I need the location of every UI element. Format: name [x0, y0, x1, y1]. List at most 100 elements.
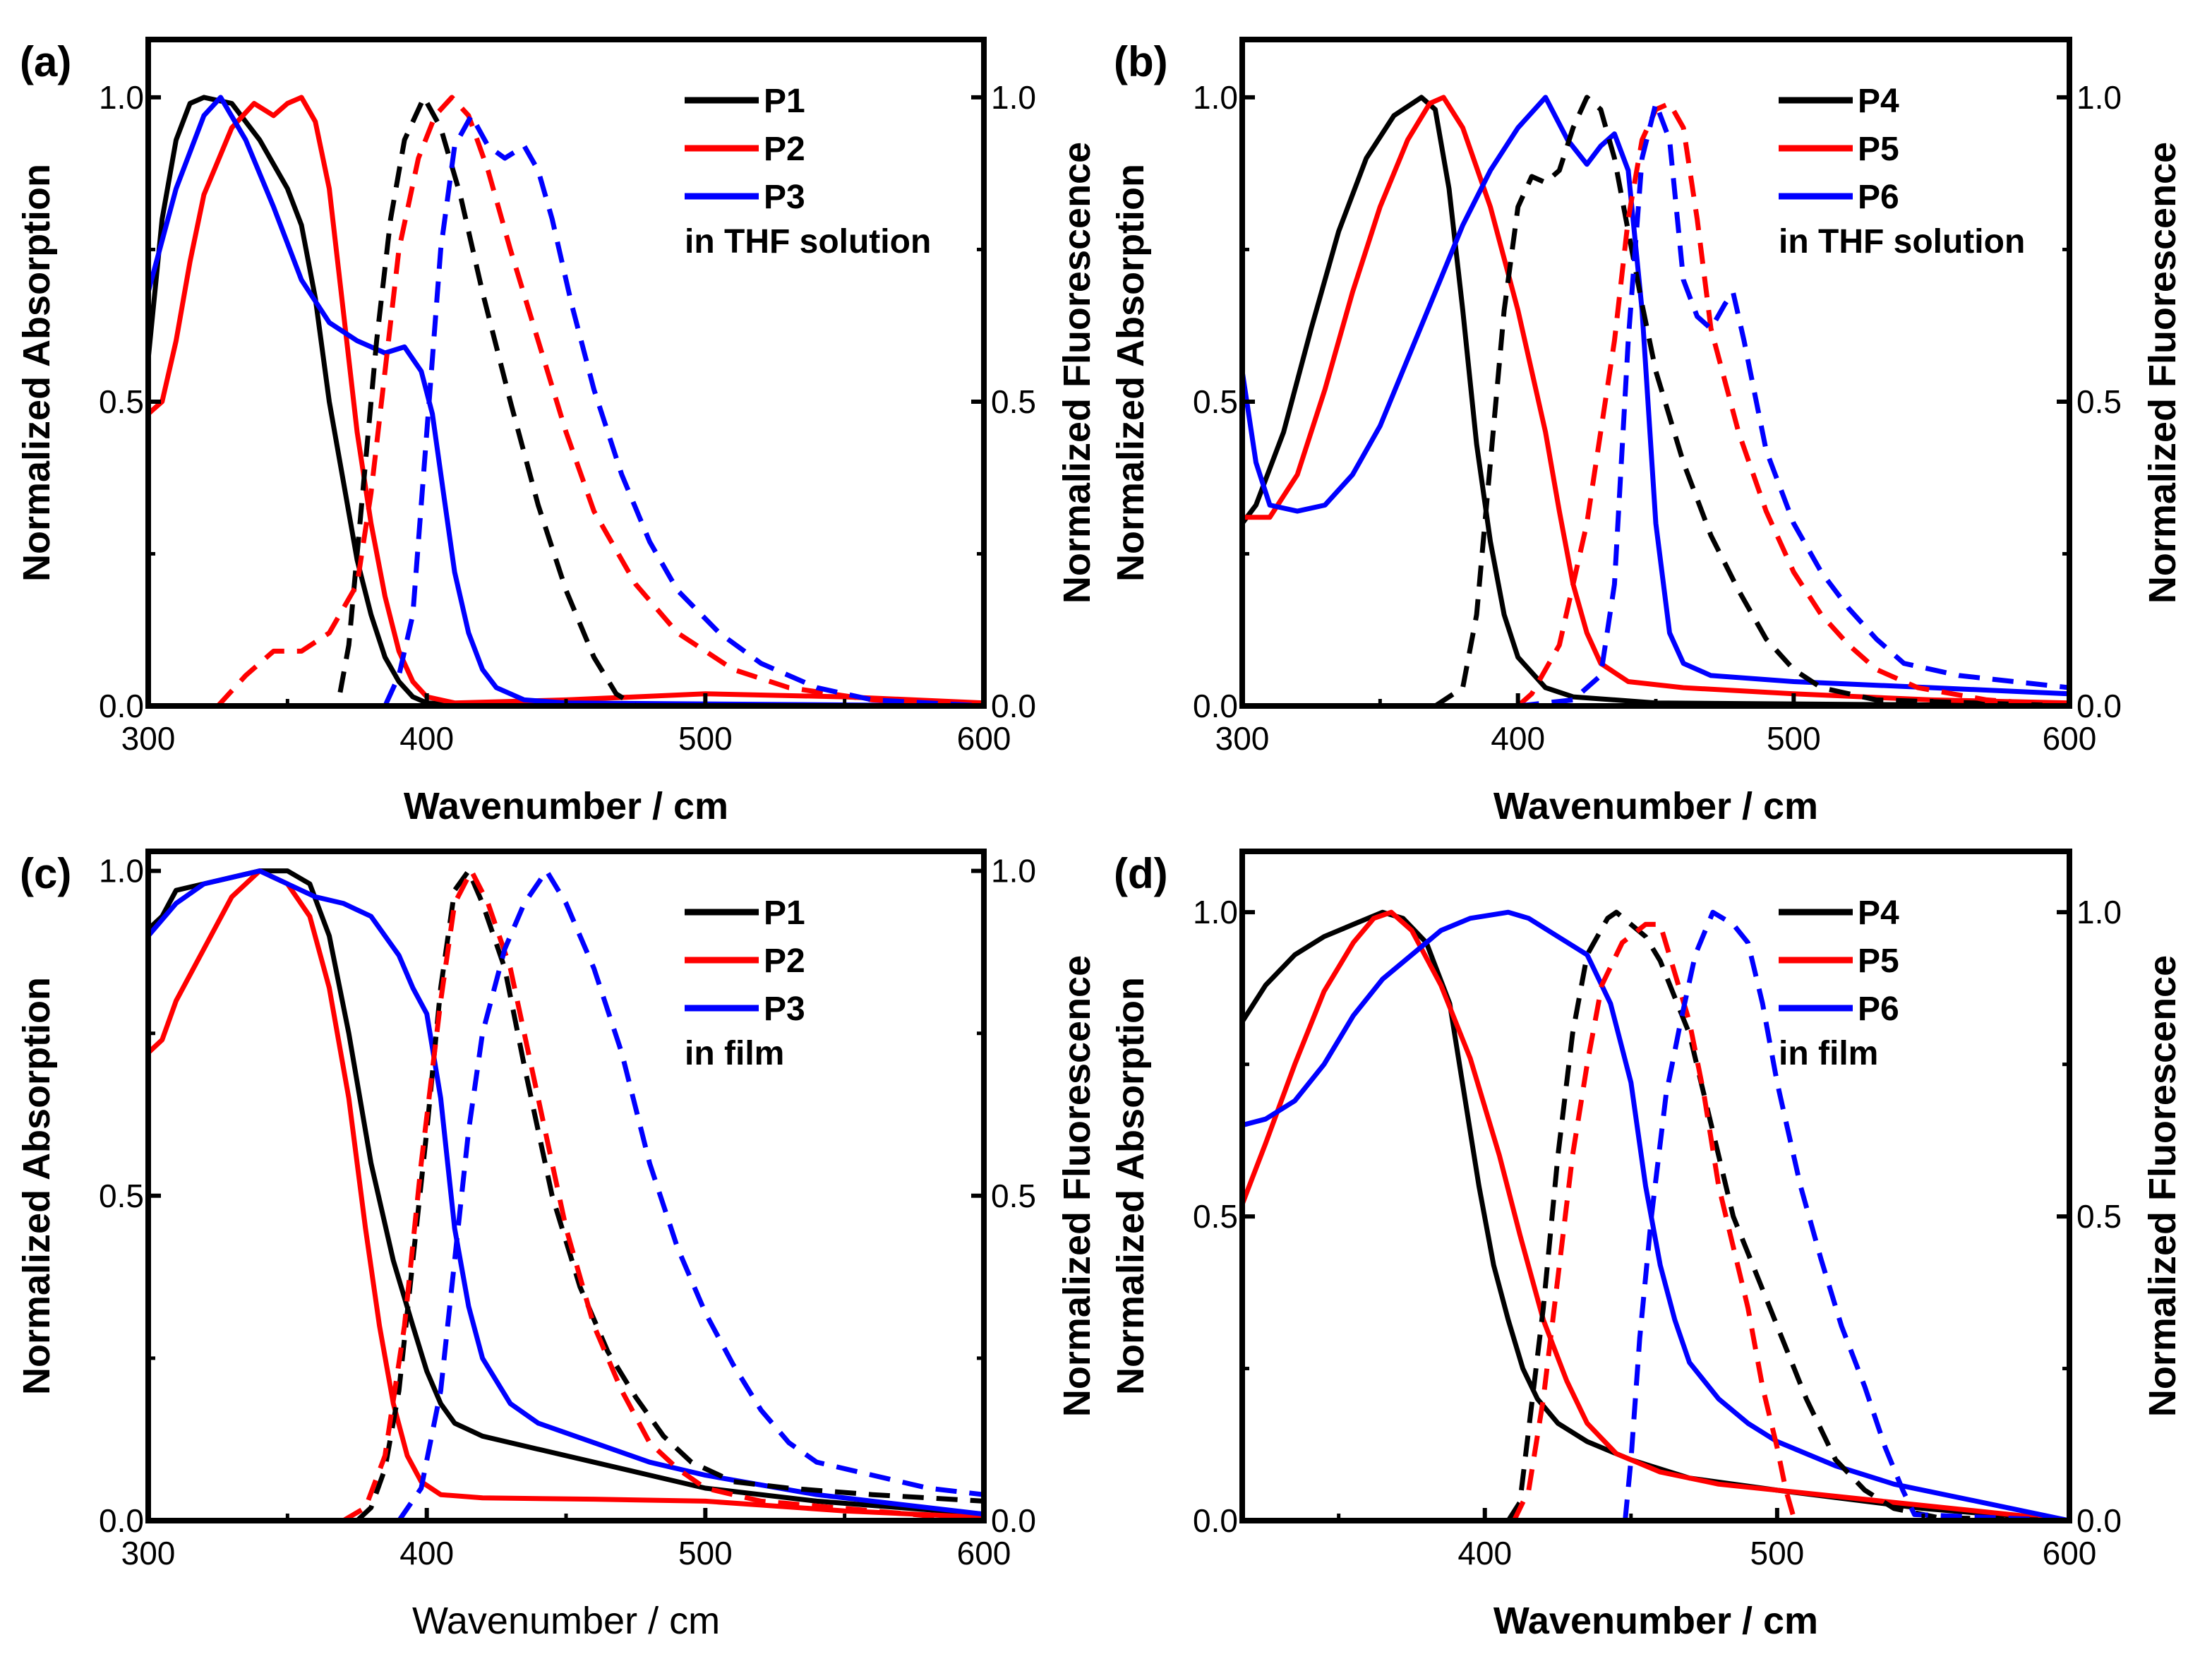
series-p3-fluorescence: [397, 868, 985, 1522]
y-tick-label: 0.0: [1193, 1502, 1238, 1539]
x-tick-label: 400: [399, 1535, 454, 1571]
medium-note: in THF solution: [1779, 223, 2025, 260]
y-axis-label: Normalized Absorption: [16, 164, 58, 582]
x-tick-label: 300: [121, 720, 176, 757]
series-p6-fluorescence: [1623, 909, 2070, 1523]
medium-note: in film: [1779, 1035, 1878, 1072]
plot-frame: [1239, 849, 2072, 1523]
series-p4-fluorescence: [1433, 95, 2070, 709]
y2-axis-label: Normalized Fluorescence: [2141, 955, 2184, 1417]
y2-tick-label: 1.0: [2076, 79, 2122, 116]
y2-tick-label: 0.0: [991, 1502, 1036, 1539]
y-tick-label: 0.0: [1193, 688, 1238, 724]
y2-tick-label: 0.0: [991, 688, 1036, 724]
legend-label-p5: P5: [1858, 942, 1899, 980]
y-axis-label: Normalized Absorption: [16, 977, 58, 1395]
y-tick-label: 1.0: [1193, 79, 1238, 116]
series-p5-fluorescence: [1516, 101, 2070, 709]
medium-note: in THF solution: [685, 223, 931, 260]
x-tick-label: 400: [1457, 1535, 1512, 1571]
y-tick-label: 0.5: [99, 383, 144, 420]
x-tick-label: 500: [1767, 720, 1821, 757]
y2-tick-label: 0.5: [2076, 383, 2122, 420]
y-tick-label: 1.0: [99, 853, 144, 890]
y2-tick-label: 0.5: [991, 383, 1036, 420]
y2-tick-label: 0.5: [2076, 1198, 2122, 1235]
series-p4-absorption: [1240, 95, 2070, 709]
series-p6-absorption: [1242, 909, 2070, 1523]
legend-label-p5: P5: [1858, 131, 1899, 168]
y-tick-label: 0.5: [99, 1178, 144, 1214]
y2-axis-label: Normalized Fluorescence: [2141, 142, 2184, 604]
x-tick-label: 600: [2043, 720, 2097, 757]
y2-tick-label: 0.0: [2076, 688, 2122, 724]
series-p5-absorption: [1242, 95, 2070, 706]
series-p3-absorption: [145, 95, 985, 709]
y2-axis-label: Normalized Fluorescence: [1056, 142, 1098, 604]
legend-label-p6: P6: [1858, 990, 1899, 1028]
series-p2-absorption: [146, 868, 985, 1520]
legend-label-p4: P4: [1858, 83, 1899, 120]
legend-label-p1: P1: [764, 83, 805, 120]
y-tick-label: 1.0: [1193, 894, 1238, 930]
x-axis-label: Wavenumber / cm: [1493, 785, 1818, 827]
series-p2-absorption: [146, 95, 985, 706]
series-p6-absorption: [1239, 95, 2070, 697]
series-p2-fluorescence: [342, 868, 985, 1523]
legend-label-p4: P4: [1858, 894, 1899, 932]
y2-tick-label: 0.5: [991, 1178, 1036, 1214]
y2-tick-label: 0.0: [2076, 1502, 2122, 1539]
plot-frame: [145, 849, 987, 1523]
medium-note: in film: [685, 1035, 784, 1072]
series-p5-fluorescence: [1511, 921, 2069, 1523]
panel-label: (b): [1114, 38, 1168, 85]
x-axis-label: Wavenumber / cm: [1493, 1600, 1818, 1642]
series-p4-absorption: [1240, 909, 2070, 1523]
y-tick-label: 0.0: [99, 1502, 144, 1539]
legend-label-p2: P2: [764, 131, 805, 168]
x-tick-label: 500: [678, 720, 733, 757]
y2-tick-label: 1.0: [991, 79, 1036, 116]
panel-label: (d): [1114, 850, 1168, 897]
y-axis-label: Normalized Absorption: [1110, 164, 1152, 582]
y2-axis-label: Normalized Fluorescence: [1056, 955, 1098, 1417]
y-tick-label: 0.0: [99, 688, 144, 724]
legend-label-p3: P3: [764, 179, 805, 216]
series-p6-fluorescence: [1517, 101, 2070, 709]
legend-label-p1: P1: [764, 894, 805, 932]
x-tick-label: 400: [399, 720, 454, 757]
y2-tick-label: 1.0: [2076, 894, 2122, 930]
series-p2-fluorescence: [216, 95, 985, 709]
series-p5-absorption: [1239, 909, 2070, 1523]
y-axis-label: Normalized Absorption: [1110, 977, 1152, 1395]
y-tick-label: 1.0: [99, 79, 144, 116]
x-tick-label: 300: [1215, 720, 1270, 757]
x-tick-label: 600: [957, 1535, 1011, 1571]
x-tick-label: 600: [957, 720, 1011, 757]
x-axis-label: Wavenumber / cm: [412, 1600, 720, 1642]
legend-label-p3: P3: [764, 990, 805, 1028]
y2-tick-label: 1.0: [991, 853, 1036, 890]
legend-label-p6: P6: [1858, 179, 1899, 216]
series-p1-absorption: [145, 95, 984, 709]
x-tick-label: 500: [1750, 1535, 1804, 1571]
x-tick-label: 600: [2043, 1535, 2097, 1571]
legend-label-p2: P2: [764, 942, 805, 980]
y-tick-label: 0.5: [1193, 1198, 1238, 1235]
panel-label: (a): [20, 38, 71, 85]
series-p3-absorption: [146, 868, 985, 1517]
series-p1-absorption: [146, 868, 985, 1517]
y-tick-label: 0.5: [1193, 383, 1238, 420]
x-axis-label: Wavenumber / cm: [404, 785, 728, 827]
series-p1-fluorescence: [148, 95, 984, 709]
panel-label: (c): [20, 850, 71, 897]
plot-frame: [145, 37, 987, 709]
series-p3-fluorescence: [217, 113, 985, 709]
x-tick-label: 300: [121, 1535, 176, 1571]
x-tick-label: 400: [1491, 720, 1545, 757]
